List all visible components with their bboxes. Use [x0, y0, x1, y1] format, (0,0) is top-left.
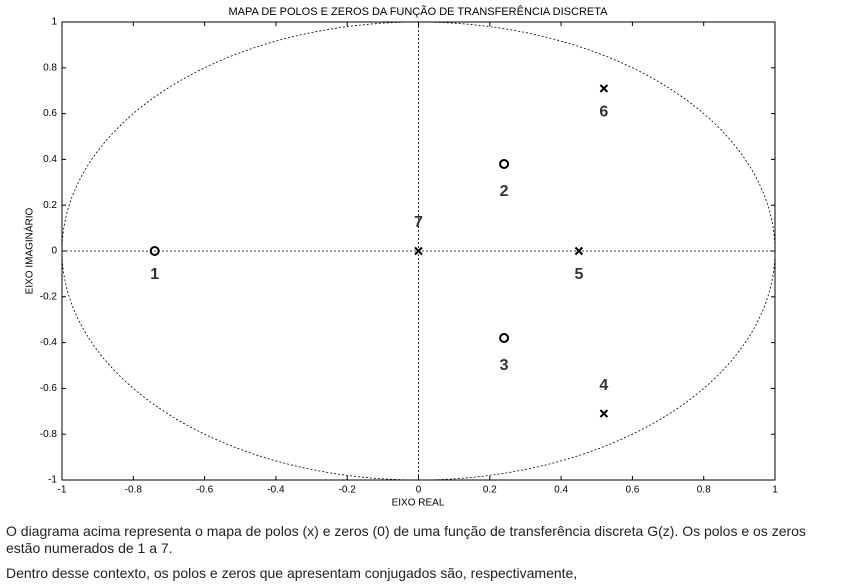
pole-marker [414, 246, 423, 256]
point-label: 1 [150, 266, 159, 283]
y-tick-label: -0.2 [40, 291, 58, 302]
point-label: 6 [599, 104, 608, 121]
x-tick-label: -0.2 [339, 485, 357, 496]
x-tick-label: 0.8 [697, 485, 711, 496]
y-tick-label: 0.4 [43, 154, 57, 165]
x-tick-label: 0.2 [483, 485, 497, 496]
x-tick-label: -0.6 [196, 485, 214, 496]
point-label: 2 [500, 183, 509, 200]
y-tick-label: 0.8 [43, 62, 57, 73]
x-tick-label: -0.8 [125, 485, 143, 496]
pole-marker [599, 409, 609, 418]
point-label: 5 [574, 266, 583, 283]
y-tick-label: 0.2 [43, 200, 57, 211]
y-tick-label: -1 [48, 475, 57, 486]
y-axis-label: EIXO IMAGINÁRIO [23, 207, 36, 294]
zero-marker [499, 333, 510, 344]
chart: MAPA DE POLOS E ZEROS DA FUNÇÃO DE TRANS… [23, 5, 779, 509]
paragraph: O diagrama acima representa o mapa de po… [6, 523, 806, 556]
chart-title: MAPA DE POLOS E ZEROS DA FUNÇÃO DE TRANS… [229, 5, 609, 18]
zero-marker [499, 158, 510, 169]
y-tick-label: 1 [51, 17, 57, 28]
point-label: 7 [414, 214, 423, 231]
point-label: 3 [500, 357, 509, 374]
y-tick-label: -0.6 [40, 383, 58, 394]
x-tick-label: 0 [416, 485, 422, 496]
x-tick-label: 0.6 [625, 485, 639, 496]
x-tick-label: 0.4 [554, 485, 568, 496]
x-tick-label: -1 [58, 485, 67, 496]
pole-marker [574, 246, 584, 256]
x-tick-label: -0.4 [267, 485, 285, 496]
y-tick-label: 0 [51, 246, 57, 257]
y-tick-label: -0.8 [40, 429, 58, 440]
point-label: 4 [599, 377, 608, 394]
paragraph: Dentro desse contexto, os polos e zeros … [6, 565, 578, 581]
y-tick-label: 0.6 [43, 108, 57, 119]
x-tick-label: 1 [772, 485, 778, 496]
pole-marker [599, 84, 609, 93]
x-axis-label: EIXO REAL [392, 498, 445, 509]
zero-marker [149, 246, 160, 256]
y-tick-label: -0.4 [40, 337, 58, 348]
